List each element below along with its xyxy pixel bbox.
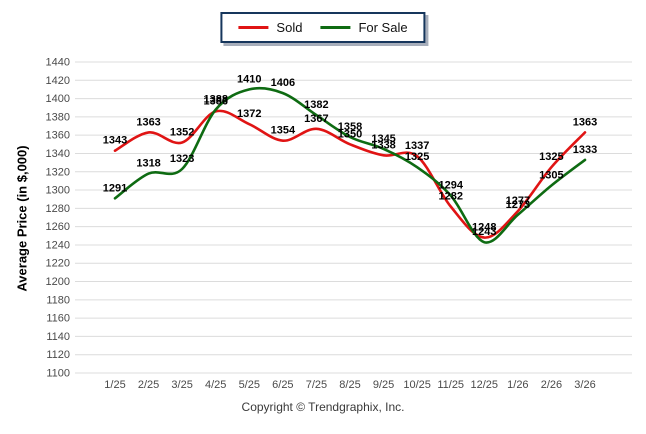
x-tick-label: 11/25 — [437, 379, 464, 391]
data-label-for-sale: 1382 — [304, 99, 328, 111]
y-tick-label: 1180 — [46, 294, 70, 306]
y-tick-label: 1380 — [46, 111, 70, 123]
x-tick-label: 7/25 — [306, 379, 327, 391]
data-label-for-sale: 1358 — [338, 121, 362, 133]
x-tick-label: 3/25 — [171, 379, 192, 391]
y-tick-label: 1360 — [46, 130, 70, 142]
y-tick-label: 1200 — [46, 276, 70, 288]
series-line-sold — [113, 109, 587, 239]
data-label-sold: 1350 — [338, 128, 362, 140]
sold-line-swatch — [238, 26, 269, 29]
x-tick-label: 1/25 — [104, 379, 125, 391]
x-tick-label: 2/26 — [541, 379, 562, 391]
y-tick-label: 1280 — [46, 203, 70, 215]
y-tick-label: 1120 — [46, 349, 70, 361]
data-label-sold: 1367 — [304, 113, 328, 125]
legend-item-sold: Sold — [238, 20, 302, 35]
data-label-sold: 1337 — [405, 140, 429, 152]
x-tick-label: 3/26 — [574, 379, 595, 391]
y-tick-label: 1240 — [46, 239, 70, 251]
data-label-for-sale: 1273 — [506, 199, 530, 211]
data-label-for-sale: 1345 — [371, 133, 395, 145]
y-tick-label: 1340 — [46, 148, 70, 160]
y-tick-label: 1140 — [46, 331, 70, 343]
y-tick-label: 1300 — [46, 185, 70, 197]
data-label-for-sale: 1294 — [438, 180, 463, 192]
x-tick-label: 12/25 — [471, 379, 499, 391]
data-label-sold: 1325 — [539, 151, 563, 163]
data-label-sold: 1277 — [506, 195, 530, 207]
y-tick-label: 1400 — [46, 93, 70, 105]
data-label-for-sale: 1388 — [203, 94, 227, 106]
data-label-for-sale: 1325 — [405, 151, 429, 163]
data-label-sold: 1386 — [203, 95, 227, 107]
data-label-for-sale: 1410 — [237, 73, 261, 85]
x-tick-label: 6/25 — [272, 379, 293, 391]
data-label-for-sale: 1291 — [103, 182, 127, 194]
legend-item-for-sale: For Sale — [320, 20, 408, 35]
y-tick-label: 1260 — [46, 221, 70, 233]
data-label-sold: 1282 — [438, 191, 462, 203]
data-label-sold: 1372 — [237, 108, 261, 120]
series-line-for-sale — [113, 86, 587, 244]
copyright-text: Copyright © Trendgraphix, Inc. — [241, 400, 405, 414]
data-label-sold: 1248 — [472, 222, 496, 234]
data-label-sold: 1352 — [170, 126, 194, 138]
data-label-for-sale: 1305 — [539, 169, 563, 181]
y-tick-label: 1220 — [46, 258, 70, 270]
x-tick-label: 1/26 — [507, 379, 528, 391]
data-label-for-sale: 1323 — [170, 153, 194, 165]
y-tick-label: 1420 — [46, 75, 70, 87]
x-tick-label: 9/25 — [373, 379, 394, 391]
y-tick-label: 1440 — [46, 57, 70, 69]
for-sale-line-swatch — [320, 26, 351, 29]
x-tick-label: 8/25 — [339, 379, 360, 391]
x-tick-label: 4/25 — [205, 379, 226, 391]
data-label-for-sale: 1243 — [472, 226, 496, 238]
legend: Sold For Sale — [220, 12, 426, 43]
data-label-sold: 1338 — [371, 139, 395, 151]
x-tick-label: 10/25 — [403, 379, 431, 391]
data-label-for-sale: 1406 — [271, 77, 295, 89]
x-tick-label: 5/25 — [239, 379, 260, 391]
data-label-sold: 1354 — [271, 125, 296, 137]
data-label-for-sale: 1318 — [136, 158, 160, 170]
data-label-sold: 1343 — [103, 135, 127, 147]
legend-label-sold: Sold — [276, 20, 303, 35]
data-label-for-sale: 1333 — [573, 144, 597, 156]
x-tick-label: 2/25 — [138, 379, 159, 391]
data-label-sold: 1363 — [573, 116, 597, 128]
data-label-sold: 1363 — [136, 116, 160, 128]
legend-label-for-sale: For Sale — [358, 20, 408, 35]
y-tick-label: 1160 — [46, 313, 70, 325]
y-tick-label: 1320 — [46, 166, 70, 178]
y-tick-label: 1100 — [46, 368, 70, 380]
